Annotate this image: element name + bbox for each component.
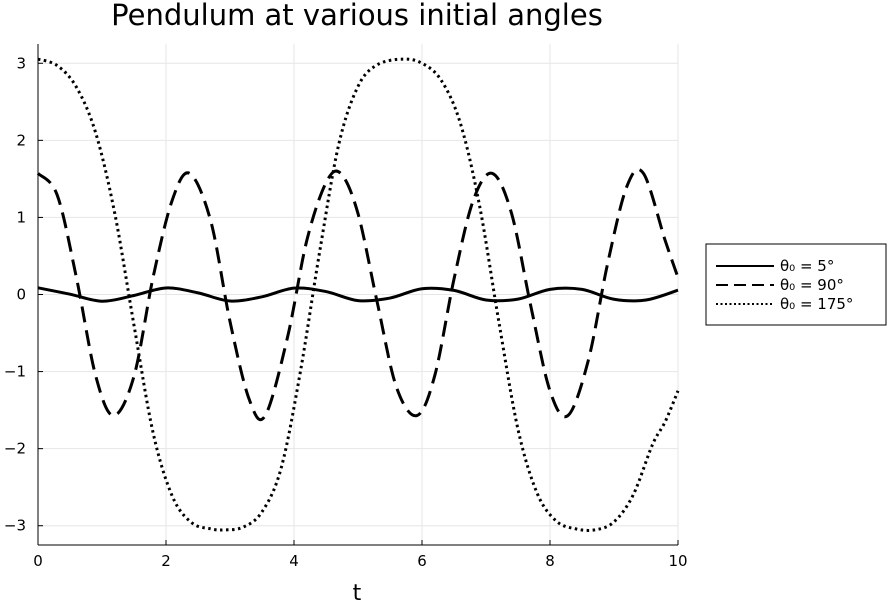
y-axis-ticks: −3 −2 −1 0 1 2 3: [4, 54, 43, 535]
x-tick-label-4: 8: [545, 552, 555, 570]
x-tick-label-2: 4: [289, 552, 299, 570]
series-line-2: [37, 57, 680, 532]
y-tick-label-4: 1: [16, 208, 26, 226]
y-tick-label-1: −2: [4, 440, 26, 458]
y-tick-label-0: −3: [4, 517, 26, 535]
x-tick-label-5: 10: [668, 552, 687, 570]
series-group: [36, 57, 680, 532]
y-tick-label-3: 0: [16, 286, 26, 304]
x-tick-label-0: 0: [33, 552, 43, 570]
x-tick-label-3: 6: [417, 552, 427, 570]
grid: [37, 44, 679, 545]
legend-label-1: θ₀ = 90°: [780, 276, 844, 294]
legend: θ₀ = 5°θ₀ = 90°θ₀ = 175°: [705, 243, 887, 326]
legend-label-0: θ₀ = 5°: [780, 257, 834, 275]
x-axis-ticks: 0 2 4 6 8 10: [33, 540, 688, 570]
series-line-0: [37, 286, 679, 303]
legend-label-2: θ₀ = 175°: [780, 295, 853, 313]
y-tick-label-2: −1: [4, 363, 26, 381]
chart-title: Pendulum at various initial angles: [111, 0, 603, 32]
x-tick-label-1: 2: [161, 552, 171, 570]
series-line-1: [36, 168, 680, 422]
y-tick-label-5: 2: [16, 131, 26, 149]
y-tick-label-6: 3: [16, 54, 26, 72]
x-axis-label: t: [353, 581, 362, 602]
legend-box: [705, 243, 887, 326]
